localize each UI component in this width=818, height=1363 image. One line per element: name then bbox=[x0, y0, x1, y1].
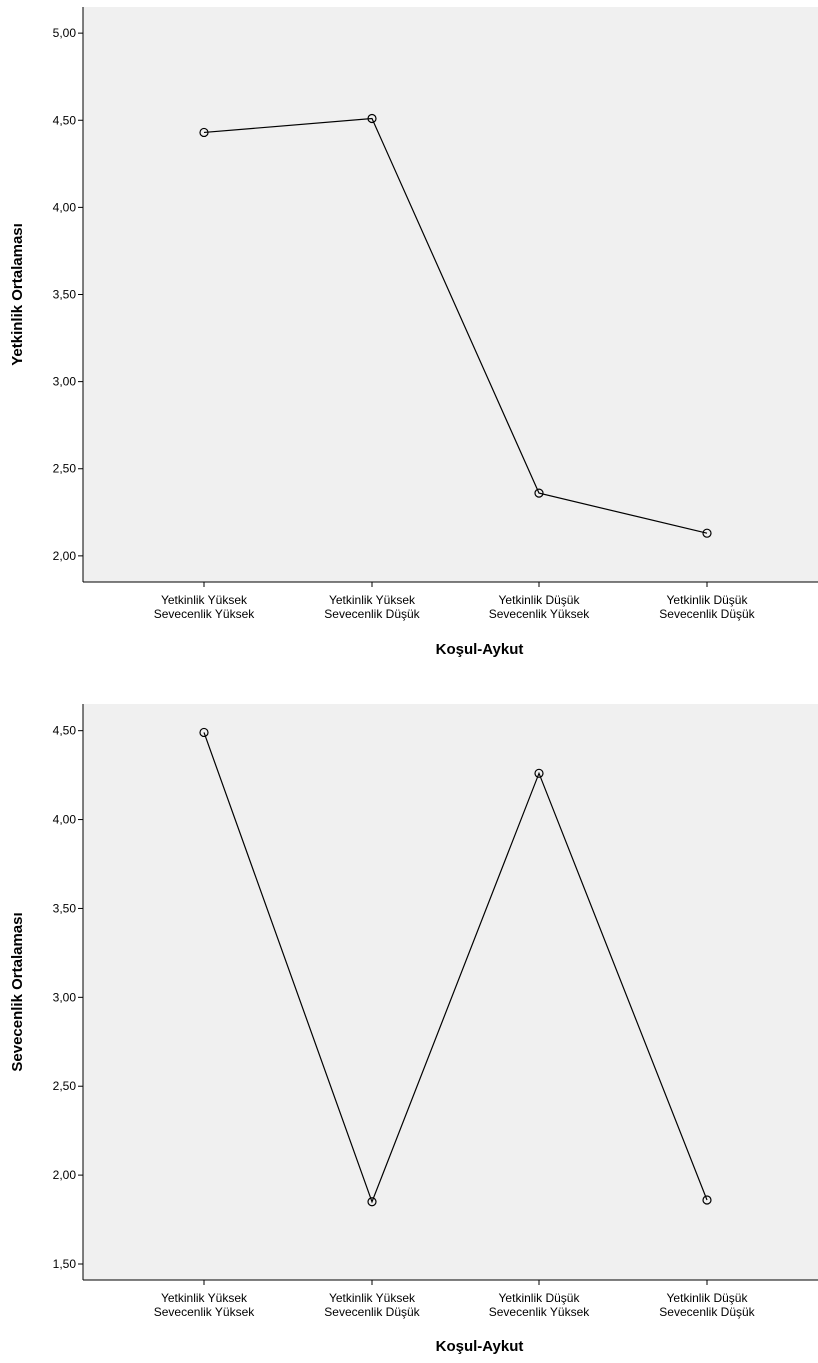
x-tick-label-line2: Sevecenlik Yüksek bbox=[489, 607, 591, 621]
y-tick-label: 5,00 bbox=[53, 26, 77, 40]
data-point bbox=[367, 1197, 377, 1207]
y-tick-label: 3,00 bbox=[53, 375, 77, 389]
y-tick-label: 4,00 bbox=[53, 200, 77, 214]
y-tick-label: 2,00 bbox=[53, 549, 77, 563]
sevecenlik-chart: 4,50 4,00 3,50 3,00 2,50 2,00 1,50 Yetkinlik Yü… bbox=[9, 704, 818, 1355]
x-tick-label-line2: Sevecenlik Yüksek bbox=[489, 1305, 591, 1319]
y-tick-label: 2,00 bbox=[53, 1168, 77, 1182]
x-axis-title: Koşul-Aykut bbox=[436, 1338, 524, 1355]
y-tick-label: 1,50 bbox=[53, 1257, 77, 1271]
plot-area bbox=[83, 704, 818, 1280]
y-tick-label: 4,00 bbox=[53, 813, 77, 827]
series-line bbox=[203, 732, 708, 1204]
x-tick-label-line1: Yetkinlik Yüksek bbox=[329, 593, 416, 607]
x-tick-label-line1: Yetkinlik Düşük bbox=[667, 1291, 749, 1305]
y-axis-title: Sevecenlik Ortalaması bbox=[9, 912, 26, 1071]
x-tick-label-line1: Yetkinlik Düşük bbox=[667, 593, 749, 607]
y-tick-label: 3,50 bbox=[53, 288, 77, 302]
y-tick-label: 4,50 bbox=[53, 724, 77, 738]
yetkinlik-chart: 5,00 4,50 4,00 3,50 3,00 2,50 2,00 Yetkinlik Yü… bbox=[9, 7, 818, 658]
x-tick-label-line1: Yetkinlik Yüksek bbox=[161, 1291, 248, 1305]
y-tick-label: 2,50 bbox=[53, 462, 77, 476]
y-axis-title: Yetkinlik Ortalaması bbox=[9, 223, 26, 366]
x-tick-label-line1: Yetkinlik Düşük bbox=[499, 1291, 581, 1305]
data-point bbox=[199, 727, 209, 738]
data-point bbox=[534, 488, 544, 498]
x-tick-label-line2: Sevecenlik Yüksek bbox=[154, 607, 256, 621]
data-point bbox=[702, 528, 712, 538]
x-tick-label-line2: Sevecenlik Düşük bbox=[659, 607, 755, 621]
data-point bbox=[367, 113, 377, 124]
x-tick-label-line1: Yetkinlik Düşük bbox=[499, 593, 581, 607]
data-point bbox=[534, 768, 544, 778]
x-axis-title: Koşul-Aykut bbox=[436, 641, 524, 658]
x-tick-label-line1: Yetkinlik Yüksek bbox=[161, 593, 248, 607]
x-tick-label-line2: Sevecenlik Yüksek bbox=[154, 1305, 256, 1319]
data-point bbox=[702, 1195, 712, 1205]
x-tick-label-line2: Sevecenlik Düşük bbox=[324, 607, 420, 621]
x-tick-label-line2: Sevecenlik Düşük bbox=[659, 1305, 755, 1319]
x-tick-label-line1: Yetkinlik Yüksek bbox=[329, 1291, 416, 1305]
data-point bbox=[199, 127, 209, 138]
series-line bbox=[203, 117, 708, 534]
y-tick-label: 3,00 bbox=[53, 990, 77, 1004]
y-tick-label: 3,50 bbox=[53, 901, 77, 915]
x-tick-label-line2: Sevecenlik Düşük bbox=[324, 1305, 420, 1319]
y-tick-label: 2,50 bbox=[53, 1079, 77, 1093]
y-tick-label: 4,50 bbox=[53, 113, 77, 127]
